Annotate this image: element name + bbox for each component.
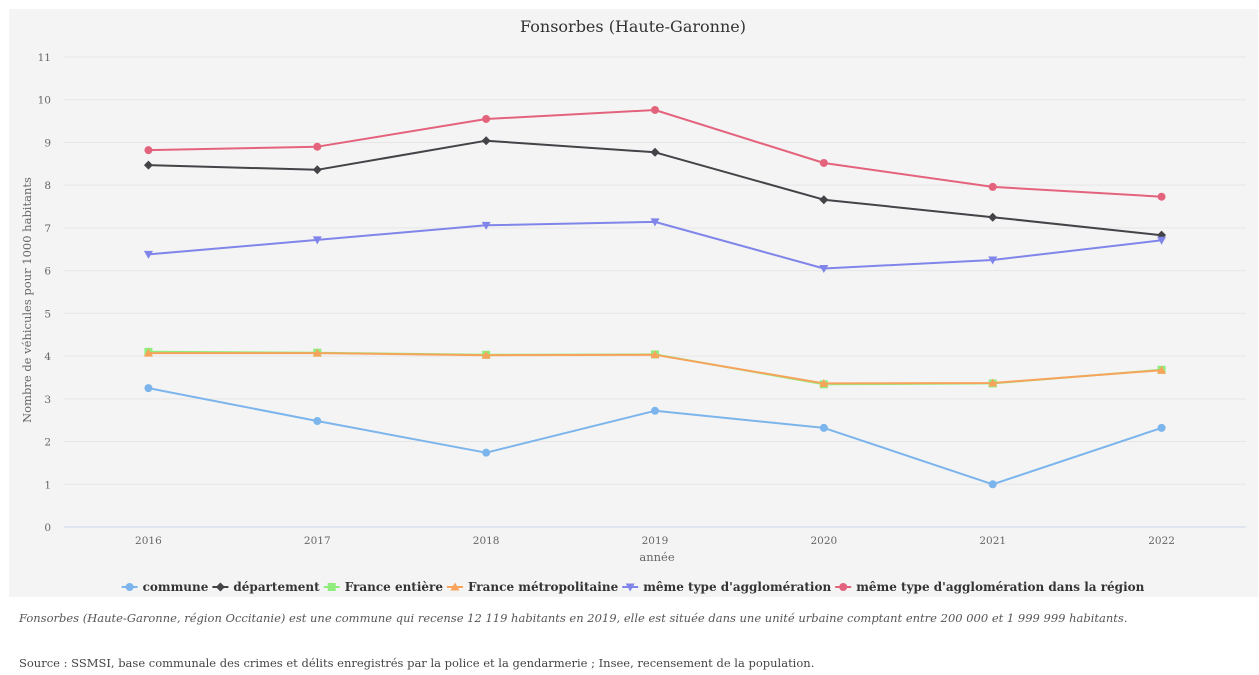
x-axis-title: année: [639, 550, 674, 564]
source-note: Source : SSMSI, base communale des crime…: [19, 656, 815, 670]
data-point: [819, 158, 828, 167]
legend-marker: [625, 583, 635, 592]
legend-label: France entière: [345, 580, 444, 594]
legend-marker: [125, 583, 134, 591]
data-point: [313, 142, 322, 151]
data-point: [482, 448, 491, 457]
legend-label: France métropolitaine: [468, 580, 619, 594]
series-4: [143, 348, 1167, 387]
legend-item[interactable]: France métropolitaine: [447, 580, 619, 594]
data-point: [988, 378, 998, 387]
legend-item[interactable]: France entière: [323, 580, 444, 594]
legend-item[interactable]: commune: [121, 580, 209, 594]
data-point: [988, 256, 998, 265]
data-point: [481, 136, 491, 146]
y-tick-labels: 0 1 2 3 4 5 6 7 8 9 10 11: [38, 52, 52, 534]
data-point: [144, 146, 153, 155]
data-point: [144, 384, 153, 393]
data-point: [819, 265, 829, 273]
legend-label: même type d'agglomération: [643, 580, 831, 594]
data-point: [988, 212, 998, 222]
legend-label: commune: [143, 580, 209, 594]
data-point: [650, 350, 660, 359]
data-point: [819, 423, 828, 432]
y-tick-label: 1: [44, 479, 51, 491]
series-line: [147, 220, 1163, 270]
y-tick-label: 11: [38, 52, 51, 64]
y-tick-label: 10: [38, 95, 51, 107]
chart-title: Fonsorbes (Haute-Garonne): [520, 17, 746, 36]
legend-marker: [215, 582, 225, 592]
x-tick-labels: 2016 2017 2018 2019 2020 2021 2022: [135, 535, 1175, 547]
y-tick-label: 8: [44, 180, 51, 192]
data-point: [481, 350, 491, 359]
chart-panel: Fonsorbes (Haute-Garonne) 0 1 2 3 4 5 6 7 8 9 10 11…: [9, 9, 1258, 597]
data-point: [481, 221, 491, 230]
data-point: [143, 250, 153, 259]
y-axis-title: Nombre de véhicules pour 1000 habitants: [20, 177, 34, 423]
y-tick-label: 7: [44, 223, 51, 235]
legend-item[interactable]: même type d'agglomération: [622, 580, 831, 594]
x-tick-label: 2019: [642, 535, 669, 547]
y-tick-label: 9: [44, 137, 51, 149]
legend-marker: [839, 583, 848, 591]
data-point: [1157, 192, 1166, 201]
x-tick-label: 2018: [473, 535, 500, 547]
data-point: [988, 182, 997, 191]
legend-item[interactable]: département: [212, 580, 320, 594]
y-tick-label: 0: [44, 522, 51, 534]
legend-marker: [327, 583, 336, 591]
x-tick-label: 2022: [1148, 535, 1175, 547]
legend: commune département France entière France m…: [121, 580, 1145, 594]
data-point: [819, 195, 829, 205]
x-tick-label: 2021: [979, 535, 1006, 547]
data-point: [651, 406, 659, 415]
legend-marker: [450, 582, 460, 591]
data-point: [313, 417, 322, 426]
data-point: [143, 160, 153, 170]
data-point: [1157, 365, 1167, 374]
x-tick-label: 2016: [135, 535, 162, 547]
grid-lines: [64, 56, 1246, 528]
series-layer: [143, 105, 1167, 489]
x-tick-label: 2017: [304, 535, 331, 547]
data-point: [312, 165, 322, 175]
legend-label: même type d'agglomération dans la région: [856, 580, 1144, 594]
y-tick-label: 5: [44, 308, 51, 320]
y-tick-label: 3: [44, 394, 51, 406]
data-point: [1157, 423, 1166, 432]
series-6: [144, 105, 1166, 201]
series-5: [143, 218, 1167, 273]
data-point: [988, 480, 997, 489]
legend-item[interactable]: même type d'agglomération dans la région: [835, 580, 1145, 594]
x-tick-label: 2020: [810, 535, 837, 547]
data-point: [650, 218, 660, 227]
y-tick-label: 4: [44, 351, 51, 363]
data-point: [651, 105, 659, 114]
series-line: [147, 387, 1163, 486]
series-1: [144, 384, 1166, 489]
data-point: [143, 348, 153, 357]
legend-label: département: [233, 580, 320, 594]
y-tick-label: 2: [44, 437, 51, 449]
data-point: [312, 348, 322, 357]
data-point: [1157, 236, 1167, 245]
data-point: [312, 236, 322, 245]
line-chart: Fonsorbes (Haute-Garonne) 0 1 2 3 4 5 6 7 8 9 10 11…: [20, 17, 1246, 594]
y-tick-label: 6: [44, 266, 51, 278]
chart-caption: Fonsorbes (Haute-Garonne, région Occitan…: [19, 611, 1128, 625]
data-point: [650, 147, 660, 157]
data-point: [819, 378, 829, 387]
data-point: [482, 114, 491, 123]
